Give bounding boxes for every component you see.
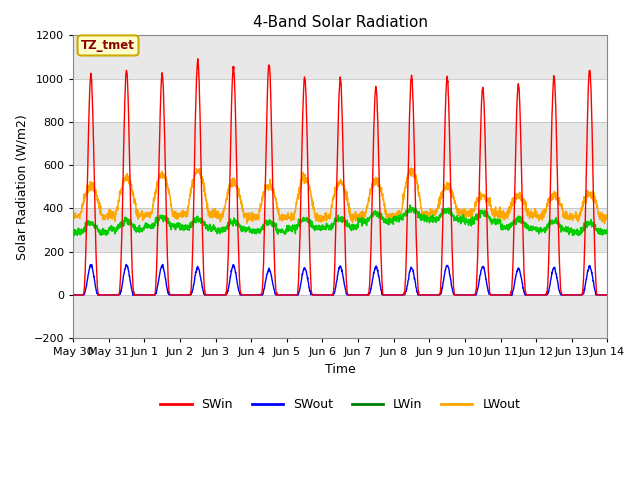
Text: TZ_tmet: TZ_tmet: [81, 39, 135, 52]
SWin: [69, 292, 77, 298]
Line: SWout: SWout: [73, 264, 607, 295]
LWin: [572, 229, 579, 235]
Line: LWout: LWout: [73, 168, 607, 224]
X-axis label: Time: Time: [325, 363, 356, 376]
LWin: [218, 227, 226, 232]
Bar: [73, 208, 607, 252]
Bar: [73, 122, 607, 165]
LWout: [496, 204, 504, 210]
LWin: [496, 217, 504, 223]
LWout: [388, 221, 396, 227]
SWin: [557, 283, 564, 289]
SWout: [557, 291, 564, 297]
SWin: [604, 292, 611, 298]
SWout: [218, 292, 226, 298]
LWin: [604, 227, 611, 232]
LWin: [356, 218, 364, 224]
Line: SWin: SWin: [73, 59, 607, 295]
SWout: [356, 292, 364, 298]
LWout: [218, 211, 226, 217]
LWin: [70, 233, 77, 239]
Bar: [73, 165, 607, 208]
SWout: [604, 292, 611, 298]
LWout: [356, 212, 364, 218]
Legend: SWin, SWout, LWin, LWout: SWin, SWout, LWin, LWout: [156, 393, 525, 416]
Title: 4-Band Solar Radiation: 4-Band Solar Radiation: [253, 15, 428, 30]
SWout: [367, 283, 375, 289]
LWout: [69, 212, 77, 217]
Bar: [73, 252, 607, 295]
SWin: [367, 233, 375, 239]
SWin: [496, 292, 504, 298]
Y-axis label: Solar Radiation (W/m2): Solar Radiation (W/m2): [15, 114, 28, 260]
LWout: [572, 211, 579, 217]
SWout: [69, 292, 77, 298]
Bar: [73, 36, 607, 79]
SWout: [496, 292, 504, 298]
LWin: [406, 202, 414, 208]
LWin: [367, 213, 375, 218]
LWout: [557, 201, 564, 206]
LWin: [557, 225, 564, 230]
SWin: [218, 292, 226, 298]
SWin: [572, 292, 579, 298]
SWout: [572, 292, 579, 298]
LWout: [408, 165, 415, 171]
Bar: [73, 295, 607, 338]
Bar: [73, 79, 607, 122]
SWin: [194, 56, 202, 62]
LWout: [367, 187, 375, 192]
Line: LWin: LWin: [73, 205, 607, 236]
SWout: [159, 262, 166, 267]
LWin: [69, 232, 77, 238]
SWin: [356, 292, 364, 298]
LWout: [604, 215, 611, 220]
